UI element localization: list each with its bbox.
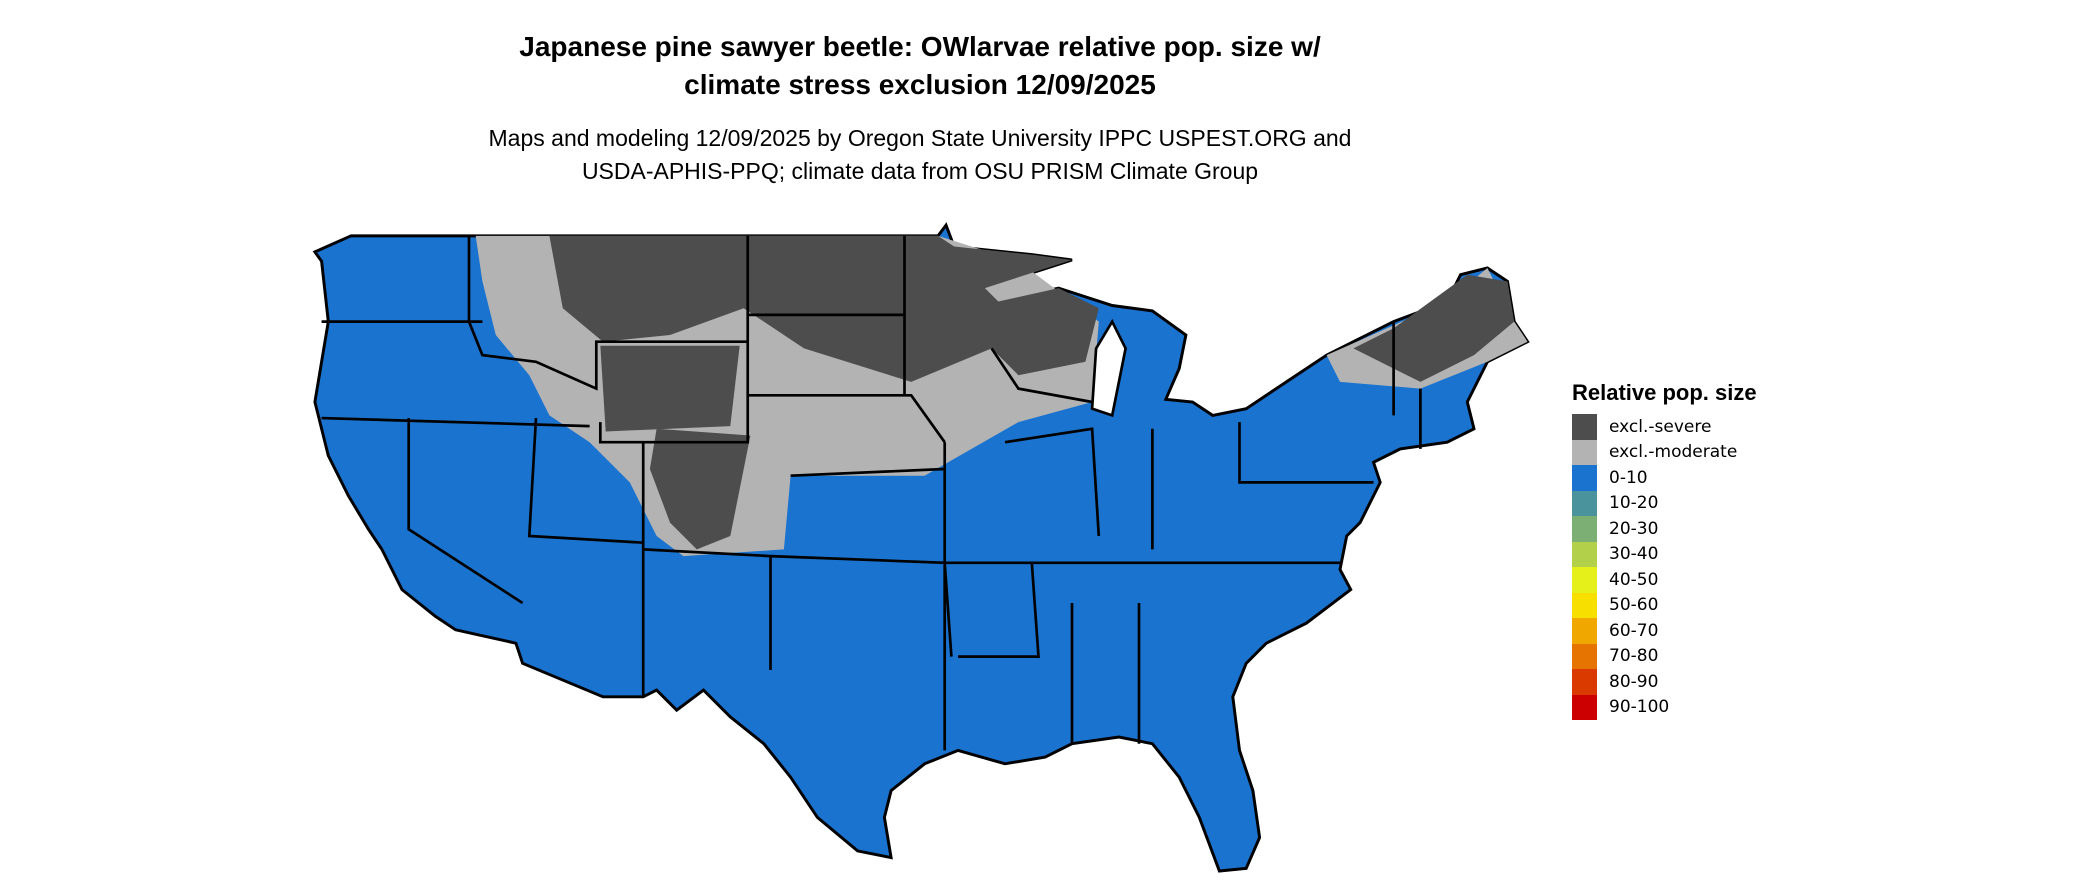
legend-item: 10-20 [1572,490,1757,516]
legend-item: 40-50 [1572,567,1757,593]
legend-item: 60-70 [1572,618,1757,644]
region-excl-severe-wyoming [600,345,740,432]
legend-item: 90-100 [1572,694,1757,720]
legend-swatch [1572,465,1597,491]
lake-michigan [1090,318,1128,418]
legend-label: 40-50 [1609,569,1659,590]
legend-swatch [1572,592,1597,618]
region-excl-severe [549,235,1099,382]
legend-label: 30-40 [1609,544,1659,565]
legend-label: excl.-severe [1609,416,1712,437]
legend-swatch [1572,567,1597,593]
legend-swatch [1572,439,1597,465]
legend-swatch [1572,516,1597,542]
legend-swatch [1572,618,1597,644]
legend-title: Relative pop. size [1572,380,1757,405]
legend-label: 60-70 [1609,620,1659,641]
legend-label: 80-90 [1609,671,1659,692]
legend-swatch [1572,694,1597,720]
map-subtitle-line-2: USDA-APHIS-PPQ; climate data from OSU PR… [581,158,1259,184]
legend-label: 10-20 [1609,493,1659,514]
legend-swatch [1572,490,1597,516]
legend-label: excl.-moderate [1609,442,1738,463]
legend-item: 80-90 [1572,669,1757,695]
legend-item: excl.-moderate [1572,439,1757,465]
legend-swatch [1572,669,1597,695]
map-title-line-1: Japanese pine sawyer beetle: OWlarvae re… [519,31,1321,62]
legend-item: 70-80 [1572,643,1757,669]
legend-swatch [1572,643,1597,669]
state-borders [321,235,1422,751]
map-title-line-2: climate stress exclusion 12/09/2025 [684,69,1156,100]
legend-item: 0-10 [1572,465,1757,491]
legend-item: 50-60 [1572,592,1757,618]
legend-label: 0-10 [1609,467,1648,488]
legend-item: 20-30 [1572,516,1757,542]
legend-label: 50-60 [1609,595,1659,616]
map-subtitle-line-1: Maps and modeling 12/09/2025 by Oregon S… [488,125,1352,151]
legend: Relative pop. size excl.-severe excl.-mod… [1572,380,1757,720]
legend-item: excl.-severe [1572,414,1757,440]
legend-item: 30-40 [1572,541,1757,567]
legend-swatch [1572,541,1597,567]
legend-label: 90-100 [1609,697,1670,718]
legend-swatch [1572,414,1597,440]
legend-label: 20-30 [1609,518,1659,539]
region-excl-severe-colorado [649,428,751,550]
legend-label: 70-80 [1609,646,1659,667]
